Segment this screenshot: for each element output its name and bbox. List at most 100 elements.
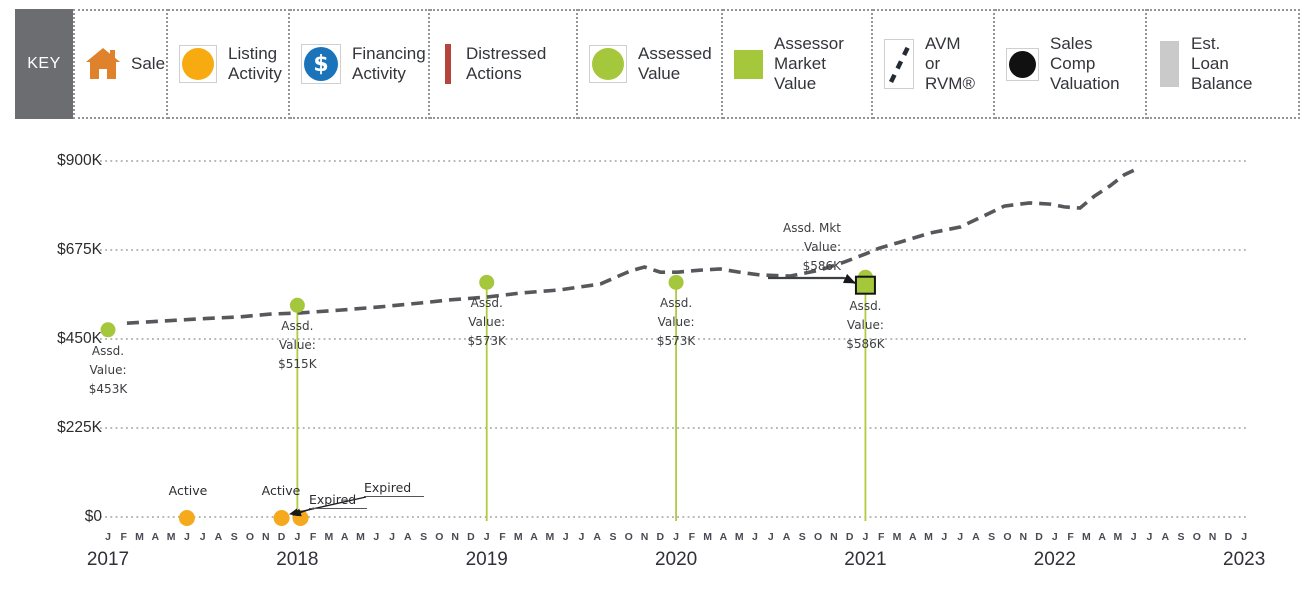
month-tick-label: J <box>941 531 948 543</box>
month-tick-label: N <box>1208 531 1217 543</box>
month-tick-label: N <box>1019 531 1028 543</box>
month-tick-label: S <box>1177 531 1185 543</box>
red-bar-icon <box>441 44 455 84</box>
month-tick-label: M <box>356 531 365 543</box>
key-legend: KEY Sale Listing Activity $ Financing Ac… <box>15 9 1300 119</box>
month-tick-label: O <box>245 531 255 543</box>
assessed-value-label: Assd. Value: $573K <box>467 296 506 349</box>
month-tick-label: M <box>166 531 176 543</box>
year-label-2019: 2019 <box>465 549 508 570</box>
key-item-assessor-market-value: Assessor Market Value <box>723 9 873 119</box>
month-tick-label: S <box>988 531 996 543</box>
month-tick-label: S <box>798 531 806 543</box>
y-axis-label: $900K <box>57 151 102 169</box>
month-tick-label: F <box>688 531 696 543</box>
month-tick-label: M <box>324 531 334 543</box>
month-tick-label: F <box>499 531 506 543</box>
month-tick-label: J <box>183 531 190 543</box>
year-label-2020: 2020 <box>654 549 698 570</box>
assessed-value-point[interactable] <box>479 274 495 290</box>
month-tick-label: A <box>340 531 349 543</box>
key-item-assessed-value: Assessed Value <box>578 9 723 119</box>
callout-arrow <box>289 496 367 517</box>
month-tick-label: J <box>957 531 964 543</box>
month-tick-label: J <box>578 531 585 543</box>
dollar-glyph: $ <box>313 51 329 77</box>
listing-status-callout: Expired <box>309 492 367 509</box>
listing-status-label: Active <box>168 483 208 498</box>
assessed-value-label: Assd. Value: $453K <box>88 343 128 396</box>
month-tick-label: D <box>277 531 286 543</box>
month-tick-label: A <box>530 531 538 543</box>
key-item-label: Sale <box>131 54 166 73</box>
key-item-financing-activity: $ Financing Activity <box>290 9 430 119</box>
y-axis-label: $450K <box>57 329 102 347</box>
listing-activity-icon <box>179 45 217 83</box>
month-tick-label: J <box>862 531 869 543</box>
green-square-icon <box>734 49 763 79</box>
month-tick-label: J <box>1241 531 1248 543</box>
month-tick-label: M <box>1081 531 1091 543</box>
house-icon <box>86 47 120 81</box>
month-tick-label: A <box>908 531 917 543</box>
month-tick-label: F <box>1067 531 1074 543</box>
month-tick-label: N <box>640 531 649 543</box>
month-tick-label: D <box>845 531 854 543</box>
month-tick-label: J <box>199 531 206 543</box>
month-tick-label: M <box>703 531 712 543</box>
month-tick-label: A <box>719 531 728 543</box>
month-tick-label: S <box>230 531 238 543</box>
month-tick-label: F <box>309 531 317 543</box>
key-item-label: Est. Loan Balance <box>1191 34 1253 93</box>
assessed-value-point[interactable] <box>668 274 684 290</box>
assessed-value-label: Assd. Value: $586K <box>846 299 885 352</box>
key-item-label: Assessor Market Value <box>774 34 844 93</box>
month-tick-label: O <box>814 531 823 543</box>
month-tick-label: D <box>1035 531 1043 543</box>
year-label-2021: 2021 <box>844 549 887 570</box>
dollar-circle-icon: $ <box>301 44 341 84</box>
month-tick-label: J <box>673 531 679 543</box>
assessor-market-value-point[interactable] <box>854 275 876 295</box>
assessor-market-value-label: Assd. Mkt Value: $586K <box>783 221 841 273</box>
month-tick-label: N <box>451 531 459 543</box>
month-tick-label: A <box>972 531 980 543</box>
month-tick-label: J <box>562 531 569 543</box>
month-tick-label: A <box>214 531 223 543</box>
key-item-sales-comp-valuation: Sales Comp Valuation <box>995 9 1147 119</box>
month-tick-label: A <box>593 531 601 543</box>
month-tick-label: A <box>1098 531 1106 543</box>
listing-activity-point-active[interactable] <box>178 510 195 526</box>
month-tick-label: A <box>1161 531 1170 543</box>
key-item-distressed-actions: Distressed Actions <box>430 9 578 119</box>
key-item-label: Financing Activity <box>352 44 426 83</box>
y-axis-label: $225K <box>57 418 102 436</box>
listing-activity-point-active[interactable] <box>273 510 290 526</box>
year-label-2023: 2023 <box>1223 549 1266 570</box>
month-tick-label: A <box>151 531 160 543</box>
y-axis-label: $675K <box>57 240 102 258</box>
assessed-value-point[interactable] <box>289 297 305 313</box>
listing-status-callout: Expired <box>364 480 424 497</box>
key-item-label: Listing Activity <box>228 44 282 83</box>
green-circle-icon <box>589 45 627 83</box>
year-label-2022: 2022 <box>1033 549 1076 570</box>
month-tick-label: F <box>120 531 127 543</box>
month-tick-label: J <box>752 531 758 543</box>
month-tick-label: J <box>767 531 774 543</box>
key-item-label: AVM or RVM® <box>925 34 975 93</box>
gray-bar-icon <box>1158 41 1180 87</box>
month-tick-label: N <box>830 531 838 543</box>
month-tick-label: D <box>656 531 665 543</box>
month-tick-label: J <box>483 531 490 543</box>
key-item-label: Assessed Value <box>638 44 712 83</box>
month-tick-label: J <box>294 531 301 543</box>
month-tick-label: A <box>782 531 791 543</box>
assessed-value-point[interactable] <box>100 322 116 338</box>
month-tick-label: S <box>609 531 617 543</box>
month-tick-label: D <box>1224 531 1233 543</box>
dashed-line-icon <box>884 39 914 89</box>
key-item-label: Distressed Actions <box>466 44 547 83</box>
